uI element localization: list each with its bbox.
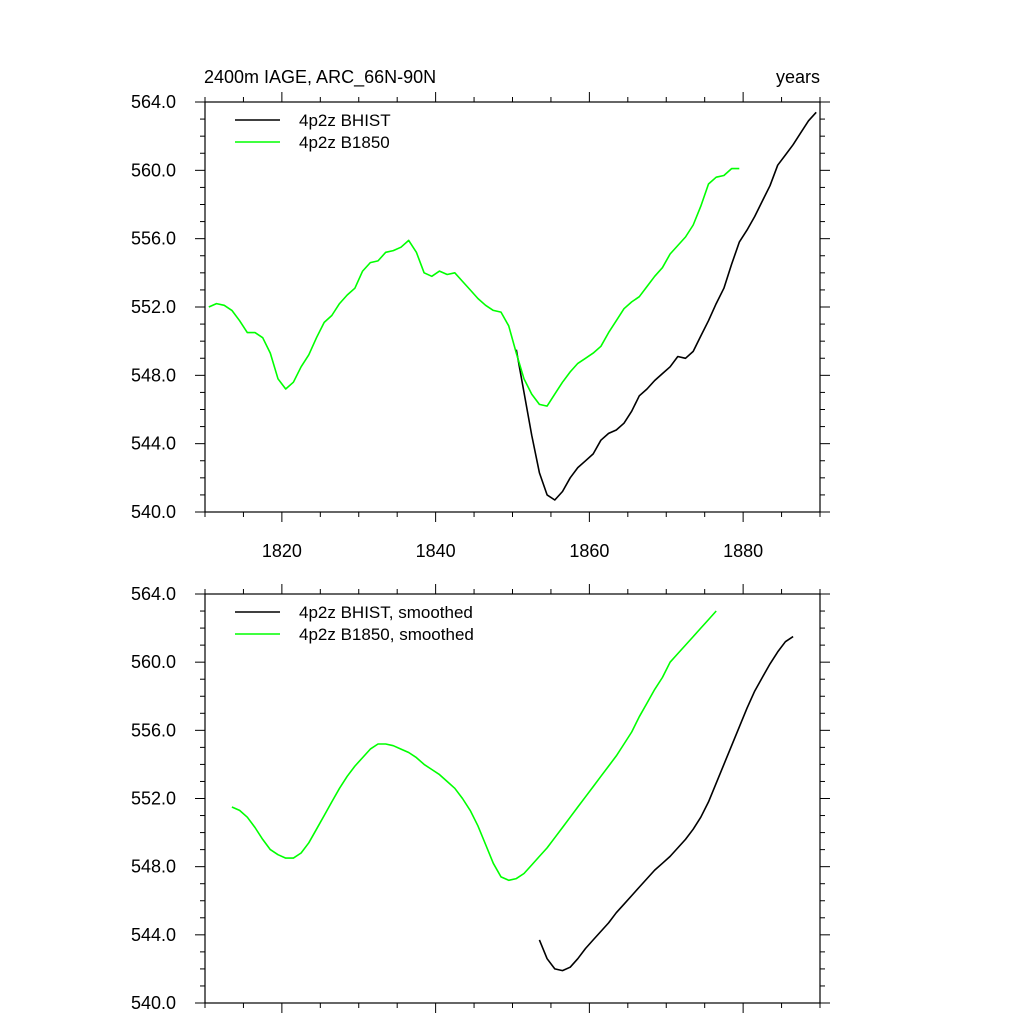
axis-ticks bbox=[195, 584, 830, 1013]
series-line-bhist bbox=[538, 635, 794, 972]
series-line-bhist bbox=[515, 111, 817, 501]
x-tick-labels: 1820 1840 1860 1880 bbox=[262, 541, 763, 561]
y-tick-label: 552.0 bbox=[131, 297, 176, 317]
bottom-panel: 540.0 544.0 548.0 552.0 556.0 560.0 564.0 4p2z… bbox=[131, 584, 830, 1013]
chart-units: years bbox=[776, 67, 820, 87]
legend-label: 4p2z BHIST, smoothed bbox=[299, 603, 473, 622]
series-line-b1850 bbox=[231, 610, 717, 882]
axis-ticks bbox=[195, 92, 830, 522]
y-tick-label: 548.0 bbox=[131, 857, 176, 877]
x-tick-label: 1880 bbox=[723, 541, 763, 561]
top-panel: 2400m IAGE, ARC_66N-90N years 540.0 544.0… bbox=[131, 67, 830, 561]
x-tick-label: 1820 bbox=[262, 541, 302, 561]
data-lines bbox=[231, 610, 794, 972]
y-tick-label: 544.0 bbox=[131, 925, 176, 945]
legend: 4p2z BHIST 4p2z B1850 bbox=[235, 111, 391, 152]
y-tick-labels: 540.0 544.0 548.0 552.0 556.0 560.0 564.0 bbox=[131, 584, 176, 1013]
y-tick-label: 556.0 bbox=[131, 720, 176, 740]
y-tick-labels: 540.0 544.0 548.0 552.0 556.0 560.0 564.0 bbox=[131, 92, 176, 522]
y-tick-label: 560.0 bbox=[131, 652, 176, 672]
y-tick-label: 564.0 bbox=[131, 92, 176, 112]
legend-label: 4p2z B1850 bbox=[299, 133, 390, 152]
chart-title: 2400m IAGE, ARC_66N-90N bbox=[204, 67, 436, 88]
plot-frame bbox=[204, 593, 821, 1004]
y-tick-label: 552.0 bbox=[131, 789, 176, 809]
legend-label: 4p2z BHIST bbox=[299, 111, 391, 130]
x-tick-label: 1860 bbox=[569, 541, 609, 561]
y-tick-label: 564.0 bbox=[131, 584, 176, 604]
data-lines bbox=[208, 111, 817, 501]
y-tick-label: 556.0 bbox=[131, 229, 176, 249]
x-tick-label: 1840 bbox=[416, 541, 456, 561]
plot-frame bbox=[204, 101, 821, 513]
y-tick-label: 540.0 bbox=[131, 502, 176, 522]
legend: 4p2z BHIST, smoothed 4p2z B1850, smoothed bbox=[235, 603, 474, 644]
series-line-b1850 bbox=[208, 167, 740, 407]
y-tick-label: 548.0 bbox=[131, 365, 176, 385]
legend-label: 4p2z B1850, smoothed bbox=[299, 625, 474, 644]
y-tick-label: 540.0 bbox=[131, 993, 176, 1013]
y-tick-label: 544.0 bbox=[131, 434, 176, 454]
y-tick-label: 560.0 bbox=[131, 160, 176, 180]
